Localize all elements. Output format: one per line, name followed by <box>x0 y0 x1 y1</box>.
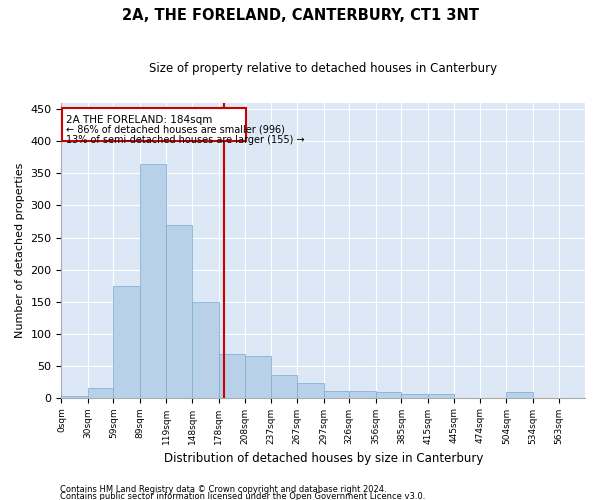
Bar <box>376 392 401 398</box>
Text: ← 86% of detached houses are smaller (996): ← 86% of detached houses are smaller (99… <box>66 125 284 135</box>
Bar <box>218 354 245 398</box>
Text: Contains HM Land Registry data © Crown copyright and database right 2024.: Contains HM Land Registry data © Crown c… <box>60 485 386 494</box>
Bar <box>271 375 297 398</box>
Title: Size of property relative to detached houses in Canterbury: Size of property relative to detached ho… <box>149 62 497 76</box>
FancyBboxPatch shape <box>62 108 246 142</box>
Bar <box>323 391 349 398</box>
Text: 13% of semi-detached houses are larger (155) →: 13% of semi-detached houses are larger (… <box>66 135 304 145</box>
Bar <box>401 394 428 398</box>
Bar <box>192 302 218 398</box>
Bar <box>88 388 113 398</box>
Bar <box>297 384 323 398</box>
Bar <box>113 286 140 398</box>
Bar <box>61 396 88 398</box>
Text: Contains public sector information licensed under the Open Government Licence v3: Contains public sector information licen… <box>60 492 425 500</box>
X-axis label: Distribution of detached houses by size in Canterbury: Distribution of detached houses by size … <box>164 452 483 465</box>
Bar <box>506 392 533 398</box>
Bar <box>349 391 376 398</box>
Text: 2A THE FORELAND: 184sqm: 2A THE FORELAND: 184sqm <box>66 114 212 124</box>
Text: 2A, THE FORELAND, CANTERBURY, CT1 3NT: 2A, THE FORELAND, CANTERBURY, CT1 3NT <box>121 8 479 22</box>
Bar <box>166 224 192 398</box>
Bar <box>245 356 271 398</box>
Bar <box>428 394 454 398</box>
Y-axis label: Number of detached properties: Number of detached properties <box>15 162 25 338</box>
Bar <box>140 164 166 398</box>
